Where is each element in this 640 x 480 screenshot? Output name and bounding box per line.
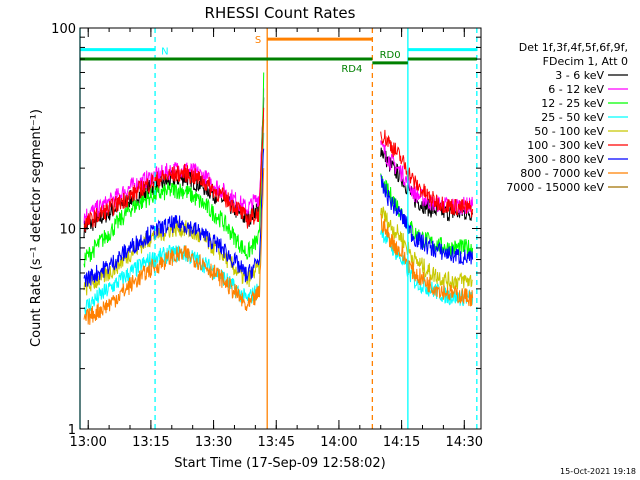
series-line-6 — [83, 148, 474, 287]
chart-title: RHESSI Count Rates — [205, 4, 356, 22]
plot-frame — [79, 27, 482, 430]
annotation-layer: N S RD4 RD0 — [79, 28, 478, 429]
x-tick-label: 14:30 — [446, 435, 483, 450]
interval-label-rd4: RD4 — [341, 64, 362, 75]
legend: Det 1f,3f,4f,5f,6f,9f,FDecim 1, Att 03 -… — [506, 41, 628, 194]
legend-label: 6 - 12 keV — [548, 83, 604, 96]
legend-label: 100 - 300 keV — [527, 139, 604, 152]
y-tick-label: 100 — [51, 22, 76, 37]
x-tick-label: 13:00 — [69, 435, 106, 450]
legend-label: 25 - 50 keV — [541, 111, 604, 124]
y-tick-label: 10 — [59, 223, 76, 238]
legend-header: Det 1f,3f,4f,5f,6f,9f, — [519, 41, 628, 54]
x-tick-label: 13:45 — [258, 435, 295, 450]
x-tick-label: 14:15 — [383, 435, 420, 450]
interval-label-rd0: RD0 — [380, 50, 401, 61]
x-tick-label: 14:00 — [320, 435, 357, 450]
interval-label-n: N — [161, 47, 168, 58]
legend-header: FDecim 1, Att 0 — [543, 55, 628, 68]
y-axis-label: Count Rate (s⁻¹ detector segment⁻¹) — [29, 109, 44, 347]
series-layer — [83, 72, 474, 325]
legend-label: 3 - 6 keV — [555, 69, 604, 82]
series-line-3 — [83, 132, 474, 316]
series-line-5 — [83, 107, 474, 232]
x-axis-label: Start Time (17-Sep-09 12:58:02) — [174, 456, 385, 471]
footer-timestamp: 15-Oct-2021 19:18 — [560, 467, 636, 476]
x-tick-label: 13:30 — [195, 435, 232, 450]
series-line-1 — [83, 88, 474, 224]
axis-layer: 13:00 13:15 13:30 13:45 14:00 14:15 14:30 1 10 10… — [51, 22, 483, 450]
y-tick-label: 1 — [68, 423, 76, 438]
legend-label: 800 - 7000 keV — [520, 167, 604, 180]
x-tick-label: 13:15 — [132, 435, 169, 450]
legend-label: 50 - 100 keV — [534, 125, 604, 138]
interval-label-s: S — [255, 35, 261, 46]
series-line-0 — [83, 97, 474, 238]
series-line-7 — [83, 168, 474, 325]
legend-label: 300 - 800 keV — [527, 153, 604, 166]
legend-label: 12 - 25 keV — [541, 97, 604, 110]
legend-label: 7000 - 15000 keV — [506, 181, 604, 194]
